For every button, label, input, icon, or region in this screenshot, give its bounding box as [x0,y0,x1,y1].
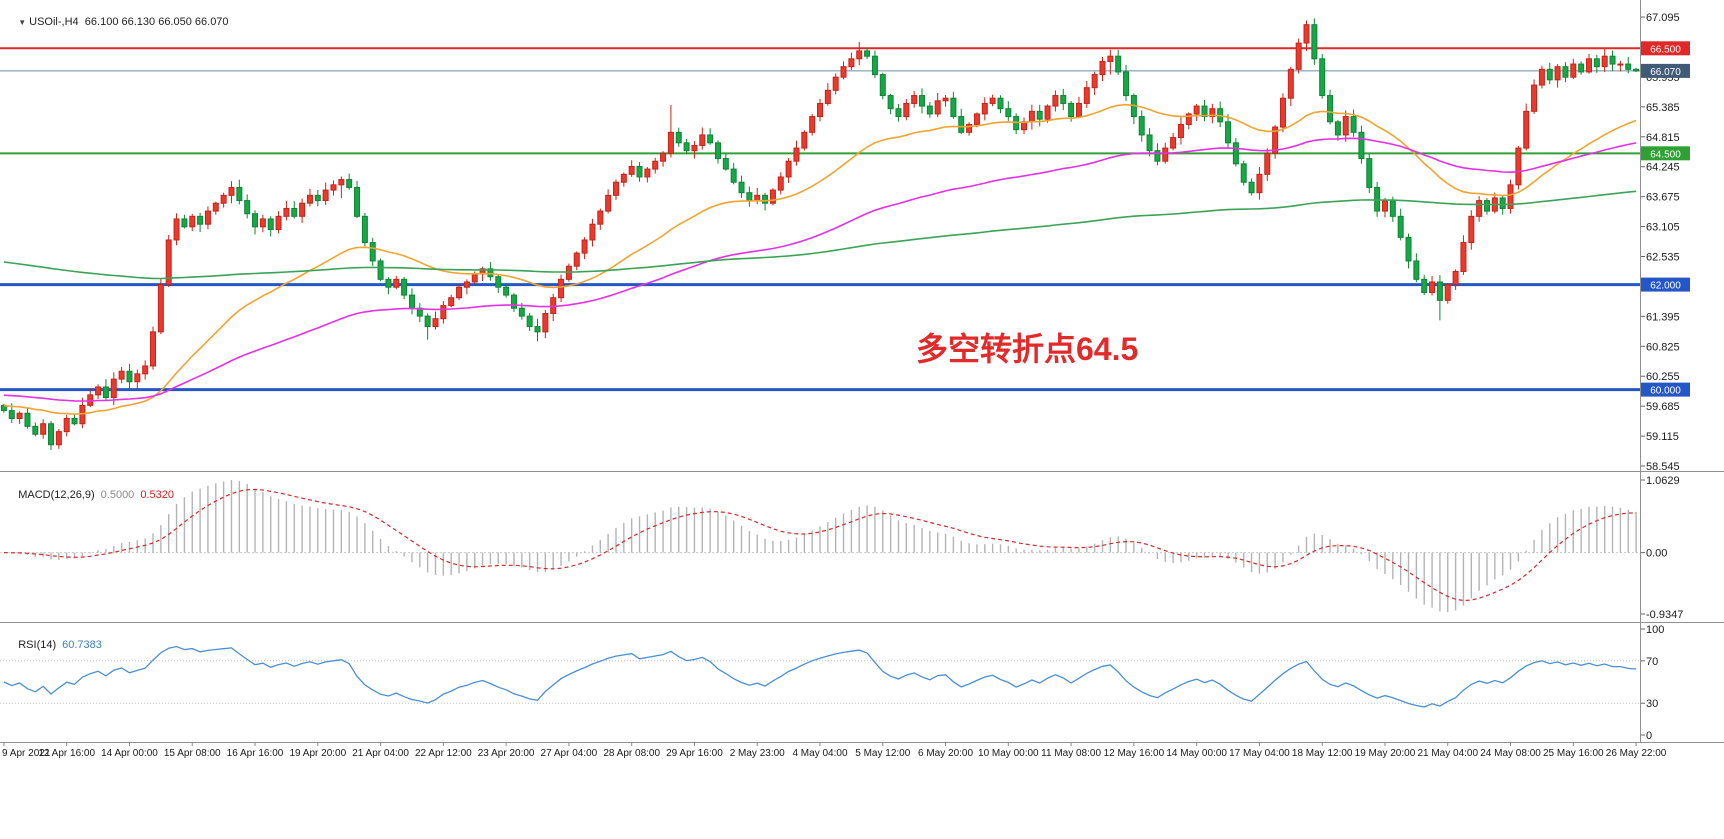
price-tick-label: 65.385 [1646,102,1680,114]
svg-text:60.000: 60.000 [1650,386,1681,397]
svg-text:100: 100 [1646,624,1664,636]
price-tick-label: 63.675 [1646,192,1680,204]
time-tick-label: 12 Apr 16:00 [38,748,95,759]
price-tick-label: 60.255 [1646,371,1680,383]
macd-histogram [11,480,1637,612]
price-tick-label: 60.825 [1646,341,1680,353]
rsi-scale[interactable]: 100 70 30 0 [1640,624,1664,742]
price-tick-label: 59.115 [1646,431,1679,443]
time-tick-label: 17 May 04:00 [1229,748,1290,759]
price-tick-label: 63.105 [1646,222,1680,234]
rsi-pane[interactable]: 100 70 30 0 [0,623,1724,742]
pane-divider [0,742,1724,743]
svg-text:70: 70 [1646,656,1658,668]
pane-divider[interactable] [0,471,1724,472]
price-tick-label: 58.545 [1646,461,1680,471]
price-pane[interactable]: 67.09566.52565.95565.38564.81564.24563.6… [0,0,1724,471]
time-tick-label: 5 May 12:00 [855,748,910,759]
time-tick-label: 15 Apr 08:00 [164,748,221,759]
time-tick-label: 10 May 00:00 [978,748,1039,759]
time-tick-label: 14 May 00:00 [1166,748,1227,759]
symbol-text: USOil-,H4 [29,16,79,28]
svg-text:-0.9347: -0.9347 [1646,609,1683,621]
svg-text:30: 30 [1646,698,1658,710]
time-tick-label: 22 Apr 12:00 [415,748,472,759]
time-tick-label: 4 May 04:00 [792,748,847,759]
time-tick-label: 6 May 20:00 [918,748,973,759]
time-tick-label: 19 Apr 20:00 [289,748,346,759]
price-label-60.000: 60.000 [1641,382,1690,397]
price-tick-label: 64.245 [1646,162,1680,174]
ohlc-text: 66.100 66.130 66.050 66.070 [84,16,229,28]
candles [0,18,1640,450]
macd-signal-value: 0.5320 [140,489,174,501]
time-tick-label: 2 May 23:00 [730,748,785,759]
svg-text:62.000: 62.000 [1650,281,1681,292]
macd-pane[interactable]: 1.0629 0.00 -0.9347 [0,472,1724,622]
annotation-text[interactable]: 多空转折点64.5 [916,331,1139,367]
price-tick-label: 62.535 [1646,252,1680,264]
time-tick-label: 24 May 08:00 [1480,748,1541,759]
macd-name: MACD(12,26,9) [18,489,95,501]
price-tick-label: 64.815 [1646,132,1680,144]
price-label-62.000: 62.000 [1641,277,1690,292]
time-tick-label: 12 May 16:00 [1104,748,1165,759]
svg-text:66.070: 66.070 [1650,67,1681,78]
time-tick-label: 21 May 04:00 [1417,748,1478,759]
ma-fast-orange [3,103,1637,416]
price-tick-label: 59.685 [1646,401,1680,413]
time-tick-label: 26 May 22:00 [1606,748,1667,759]
rsi-value: 60.7383 [62,639,102,651]
time-tick-label: 29 Apr 16:00 [666,748,723,759]
rsi-name: RSI(14) [18,639,57,651]
price-label-66.070: 66.070 [1641,63,1690,78]
svg-text:64.500: 64.500 [1650,149,1681,160]
price-label-66.500: 66.500 [1641,41,1690,56]
macd-main-value: 0.5000 [100,489,135,501]
time-tick-label: 23 Apr 20:00 [478,748,535,759]
time-tick-label: 28 Apr 08:00 [603,748,660,759]
rsi-indicator-label: RSI(14) 60.7383 [6,627,102,663]
time-tick-label: 9 Apr 2021 [2,748,51,759]
rsi-line [3,645,1637,708]
svg-text:66.500: 66.500 [1650,44,1681,55]
price-scale-divider [1640,0,1641,743]
time-tick-label: 19 May 20:00 [1355,748,1416,759]
time-tick-label: 21 Apr 04:00 [352,748,409,759]
svg-text:1.0629: 1.0629 [1646,475,1680,487]
ma-mid-magenta [3,137,1637,402]
svg-text:0.00: 0.00 [1646,548,1667,560]
price-tick-label: 61.395 [1646,311,1680,323]
macd-signal-line [3,488,1637,602]
time-tick-label: 27 Apr 04:00 [541,748,598,759]
time-tick-label: 11 May 08:00 [1041,748,1101,759]
macd-scale[interactable]: 1.0629 0.00 -0.9347 [1640,475,1683,621]
chart-symbol-label: ▼ USOil-,H4 66.100 66.130 66.050 66.070 [6,4,229,40]
price-scale[interactable]: 67.09566.52565.95565.38564.81564.24563.6… [1640,12,1680,471]
price-tick-label: 67.095 [1646,12,1680,24]
time-tick-label: 25 May 16:00 [1543,748,1604,759]
time-tick-label: 18 May 12:00 [1292,748,1353,759]
symbol-dropdown-icon[interactable]: ▼ [18,18,27,27]
time-tick-label: 16 Apr 16:00 [227,748,284,759]
svg-text:0: 0 [1646,730,1652,742]
ma-slow-green [3,190,1637,280]
price-label-64.500: 64.500 [1641,146,1690,161]
time-tick-label: 14 Apr 00:00 [101,748,158,759]
macd-indicator-label: MACD(12,26,9) 0.5000 0.5320 [6,477,174,513]
pane-divider[interactable] [0,622,1724,623]
